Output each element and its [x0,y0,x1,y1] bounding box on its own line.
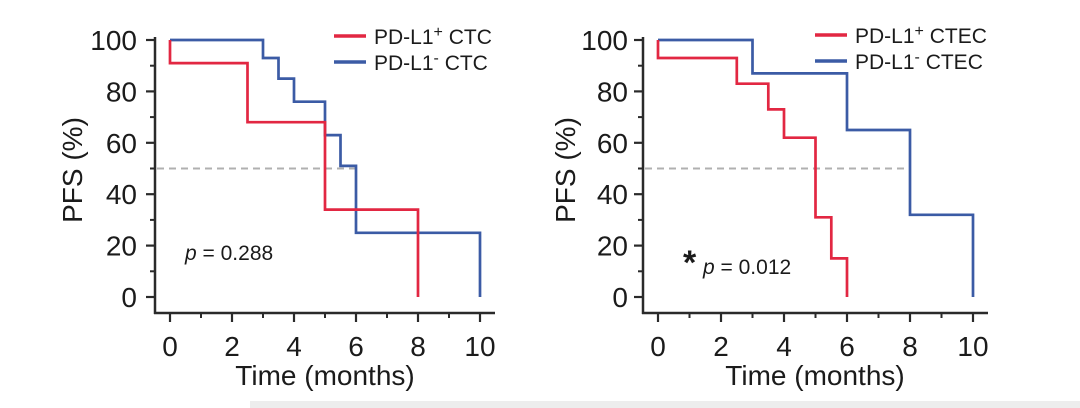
bottom-artifact-band [250,401,1080,408]
y-axis-title: PFS (%) [57,117,88,223]
x-tick-label: 0 [162,331,178,362]
x-tick-label: 10 [957,331,988,362]
x-tick-label: 2 [224,331,240,362]
legend-label-pdl1-pos-ctc: PD-L1+ CTC [374,24,492,49]
p-value-label: p = 0.288 [184,242,273,265]
y-tick-label: 40 [597,179,628,210]
x-axis-title: Time (months) [725,360,904,391]
km-curve-pdl1-pos-ctc [168,40,420,297]
x-tick-label: 6 [348,331,364,362]
y-tick-label: 20 [597,231,628,262]
y-tick-label: 40 [106,179,137,210]
km-curve-pdl1-neg-ctec [658,38,975,297]
x-tick-label: 2 [713,331,729,362]
x-tick-label: 10 [464,331,495,362]
legend-label-pdl1-pos-ctec: PD-L1+ CTEC [855,23,987,48]
y-axis-title: PFS (%) [550,117,581,223]
legend-label-pdl1-neg-ctec: PD-L1- CTEC [855,49,983,74]
y-tick-label: 60 [597,128,628,159]
significance-star: * [683,244,697,282]
y-tick-label: 100 [581,25,628,56]
x-axis-title: Time (months) [235,360,414,391]
y-tick-label: 80 [106,76,137,107]
y-tick-label: 80 [597,76,628,107]
y-tick-label: 0 [121,282,137,313]
y-tick-label: 60 [106,128,137,159]
y-tick-label: 0 [612,282,628,313]
x-tick-label: 4 [776,331,792,362]
km-curve-pdl1-pos-ctec [656,40,849,297]
x-tick-label: 4 [286,331,302,362]
x-tick-label: 0 [650,331,666,362]
y-tick-label: 100 [90,25,137,56]
x-tick-label: 8 [902,331,918,362]
legend-label-pdl1-neg-ctc: PD-L1- CTC [374,50,488,75]
x-tick-label: 8 [410,331,426,362]
x-tick-label: 6 [839,331,855,362]
y-tick-label: 20 [106,231,137,262]
p-value-label: p = 0.012 [702,256,791,279]
